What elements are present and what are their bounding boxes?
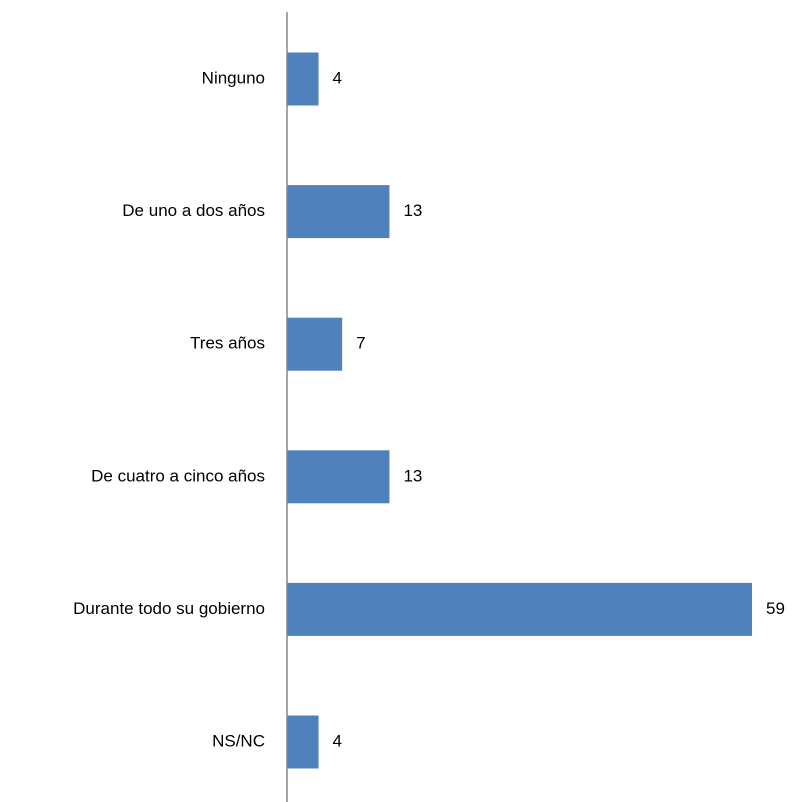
value-labels: 4 13 7 13 59 4 [333, 68, 785, 750]
data-label: 7 [356, 334, 365, 353]
data-label: 13 [403, 201, 422, 220]
category-label: Durante todo su gobierno [73, 599, 265, 618]
bar [287, 185, 390, 239]
bars-group [287, 52, 752, 769]
data-label: 4 [333, 68, 342, 87]
category-label: De cuatro a cinco años [91, 466, 265, 485]
bar [287, 715, 319, 769]
bar [287, 317, 343, 371]
bar [287, 450, 390, 504]
data-label: 4 [333, 731, 342, 750]
category-label: De uno a dos años [122, 201, 265, 220]
category-labels: Ninguno De uno a dos años Tres años De cuat… [73, 68, 265, 750]
bar [287, 582, 752, 636]
category-label: Ninguno [202, 68, 265, 87]
category-label: NS/NC [212, 731, 265, 750]
bar [287, 52, 319, 106]
category-label: Tres años [190, 334, 265, 353]
data-label: 13 [403, 466, 422, 485]
data-label: 59 [766, 599, 785, 618]
